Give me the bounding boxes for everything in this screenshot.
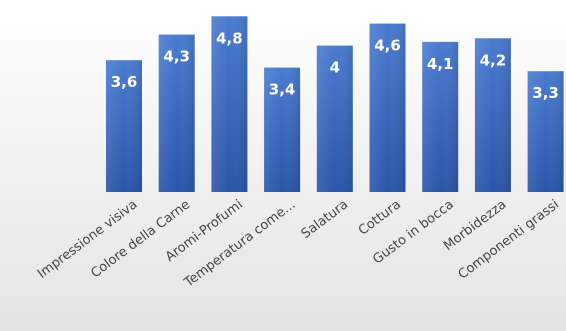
bar-shade-2 [158,34,195,192]
bars-group [106,16,564,193]
bar-shade-8 [474,38,511,192]
value-labels-group: 3,6 4,3 4,8 3,4 4 4,6 4,1 4,2 3,3 [111,29,559,102]
category-label-9: Componenti grassi [456,197,562,282]
bar-shade-4 [264,67,301,192]
bar-shade-9 [527,71,564,192]
bar-value-label-1: 3,6 [111,73,138,91]
bar-shade-3 [211,16,248,192]
category-label-6: Cottura [356,197,404,238]
bar-value-label-4: 3,4 [269,81,296,99]
bar-value-label-6: 4,6 [374,37,401,55]
bar-shade-7 [422,41,459,193]
bar-value-label-3: 4,8 [216,29,243,47]
bar-value-label-5: 4 [330,59,340,77]
bar-value-label-8: 4,2 [480,51,507,69]
bar-shade-6 [369,23,406,192]
category-label-2: Colore della Carne [88,197,193,281]
bar-shade-5 [316,45,353,192]
bar-value-label-9: 3,3 [532,84,559,102]
bar-shade-1 [106,60,142,193]
bar-value-label-2: 4,3 [163,48,190,66]
category-label-5: Salatura [299,197,352,242]
bar-value-label-7: 4,1 [427,55,454,73]
